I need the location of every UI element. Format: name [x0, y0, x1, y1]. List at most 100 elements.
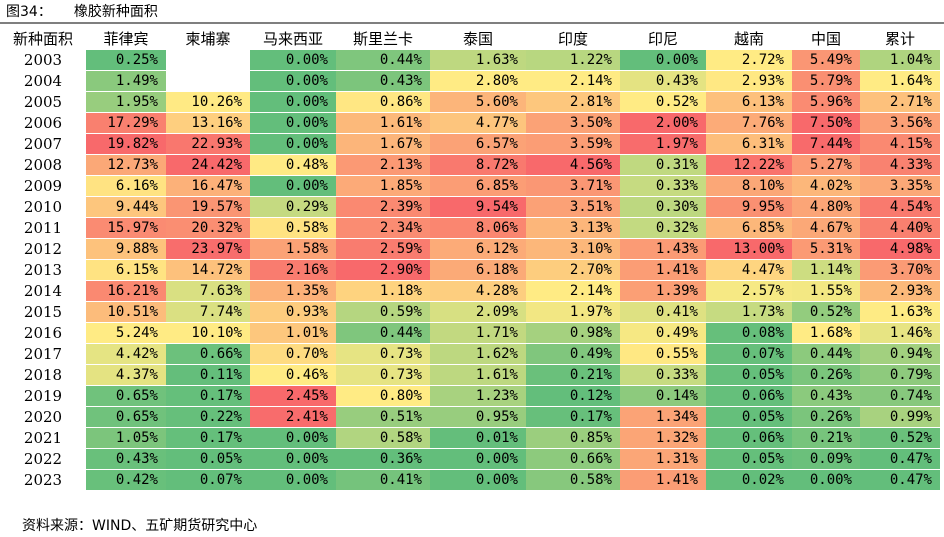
heatmap-cell: 2.93%	[706, 71, 792, 91]
heatmap-cell: 4.47%	[706, 260, 792, 280]
heatmap-cell: 1.43%	[620, 239, 706, 259]
heatmap-cell: 0.94%	[860, 344, 940, 364]
year-label: 2018	[23, 366, 63, 384]
year-label: 2016	[23, 324, 63, 342]
heatmap-cell: 0.44%	[336, 323, 430, 343]
heatmap-cell: 0.52%	[792, 302, 860, 322]
heatmap-cell: 10.26%	[166, 92, 250, 112]
heatmap-cell: 1.97%	[620, 134, 706, 154]
heatmap-cell: 0.44%	[792, 344, 860, 364]
heatmap-cell: 1.61%	[336, 113, 430, 133]
heatmap-cell: 4.02%	[792, 176, 860, 196]
heatmap-cell: 1.61%	[430, 365, 526, 385]
heatmap-cell: 5.79%	[792, 71, 860, 91]
heatmap-cell: 15.97%	[86, 218, 166, 238]
heatmap-cell: 1.68%	[792, 323, 860, 343]
column-header: 印度	[557, 30, 588, 48]
heatmap-cell: 2.80%	[430, 71, 526, 91]
heatmap-cell: 0.66%	[166, 344, 250, 364]
heatmap-cell: 0.05%	[706, 407, 792, 427]
heatmap-cell: 3.10%	[526, 239, 620, 259]
heatmap-cell: 1.35%	[250, 281, 336, 301]
heatmap-cell: 0.06%	[706, 386, 792, 406]
heatmap-cell: 5.31%	[792, 239, 860, 259]
heatmap-cell: 6.15%	[86, 260, 166, 280]
heatmap-cell: 10.51%	[86, 302, 166, 322]
heatmap-cell: 9.44%	[86, 197, 166, 217]
heatmap-cell: 4.56%	[526, 155, 620, 175]
heatmap-cell: 8.10%	[706, 176, 792, 196]
heatmap-cell: 4.80%	[792, 197, 860, 217]
heatmap-cell: 6.85%	[706, 218, 792, 238]
heatmap-cell: 0.05%	[706, 449, 792, 469]
heatmap-cell: 19.57%	[166, 197, 250, 217]
heatmap-cell: 16.21%	[86, 281, 166, 301]
heatmap-cell: 0.43%	[86, 449, 166, 469]
year-label: 2015	[23, 303, 63, 321]
column-header: 印尼	[647, 30, 678, 48]
heatmap-cell: 2.14%	[526, 281, 620, 301]
heatmap-cell: 0.08%	[706, 323, 792, 343]
year-label: 2017	[23, 345, 63, 363]
heatmap-cell: 3.71%	[526, 176, 620, 196]
heatmap-cell: 2.13%	[336, 155, 430, 175]
heatmap-cell: 0.17%	[166, 386, 250, 406]
column-header: 柬埔寨	[185, 30, 231, 48]
heatmap-cell: 2.34%	[336, 218, 430, 238]
heatmap-cell: 0.41%	[620, 302, 706, 322]
heatmap-cell: 1.63%	[430, 50, 526, 70]
heatmap-cell: 0.29%	[250, 197, 336, 217]
heatmap-cell: 0.73%	[336, 365, 430, 385]
heatmap-cell: 0.17%	[526, 407, 620, 427]
heatmap-cell: 0.09%	[792, 449, 860, 469]
figure-caption: 图34： 橡胶新种面积	[6, 2, 158, 22]
heatmap-cell	[166, 50, 250, 70]
heatmap-cell: 4.28%	[430, 281, 526, 301]
heatmap-cell: 1.85%	[336, 176, 430, 196]
heatmap-cell: 19.82%	[86, 134, 166, 154]
heatmap-cell: 0.31%	[620, 155, 706, 175]
heatmap-cell: 2.70%	[526, 260, 620, 280]
heatmap-cell: 2.57%	[706, 281, 792, 301]
year-label: 2021	[23, 429, 63, 447]
year-label: 2014	[23, 282, 63, 300]
column-header: 泰国	[462, 30, 493, 48]
heatmap-cell: 0.33%	[620, 176, 706, 196]
heatmap-cell: 0.58%	[526, 470, 620, 490]
heatmap-cell: 0.95%	[430, 407, 526, 427]
heatmap-cell: 0.17%	[166, 428, 250, 448]
heatmap-cell: 0.46%	[250, 365, 336, 385]
heatmap-cell: 4.67%	[792, 218, 860, 238]
heatmap-cell: 2.39%	[336, 197, 430, 217]
heatmap-cell: 0.00%	[250, 428, 336, 448]
heatmap-cell: 5.24%	[86, 323, 166, 343]
heatmap-cell	[166, 71, 250, 91]
heatmap-cell: 0.22%	[166, 407, 250, 427]
year-label: 2022	[23, 450, 63, 468]
heatmap-cell: 5.27%	[792, 155, 860, 175]
heatmap-cell: 7.44%	[792, 134, 860, 154]
heatmap-cell: 0.21%	[526, 365, 620, 385]
heatmap-cell: 0.80%	[336, 386, 430, 406]
year-label: 2004	[23, 72, 63, 90]
year-label: 2006	[23, 114, 63, 132]
heatmap-cell: 2.81%	[526, 92, 620, 112]
heatmap-cell: 1.31%	[620, 449, 706, 469]
heatmap-cell: 0.36%	[336, 449, 430, 469]
heatmap-cell: 0.33%	[620, 365, 706, 385]
heatmap-cell: 1.62%	[430, 344, 526, 364]
heatmap-cell: 0.00%	[792, 470, 860, 490]
heatmap-cell: 6.12%	[430, 239, 526, 259]
heatmap-cell: 1.46%	[860, 323, 940, 343]
year-label: 2012	[23, 240, 63, 258]
heatmap-cell: 1.05%	[86, 428, 166, 448]
heatmap-cell: 2.45%	[250, 386, 336, 406]
heatmap-cell: 1.95%	[86, 92, 166, 112]
heatmap-cell: 2.72%	[706, 50, 792, 70]
heatmap-cell: 1.49%	[86, 71, 166, 91]
heatmap-cell: 9.95%	[706, 197, 792, 217]
heatmap-cell: 3.50%	[526, 113, 620, 133]
heatmap-cell: 0.00%	[430, 470, 526, 490]
heatmap-cell: 1.71%	[430, 323, 526, 343]
heatmap-cell: 1.55%	[792, 281, 860, 301]
